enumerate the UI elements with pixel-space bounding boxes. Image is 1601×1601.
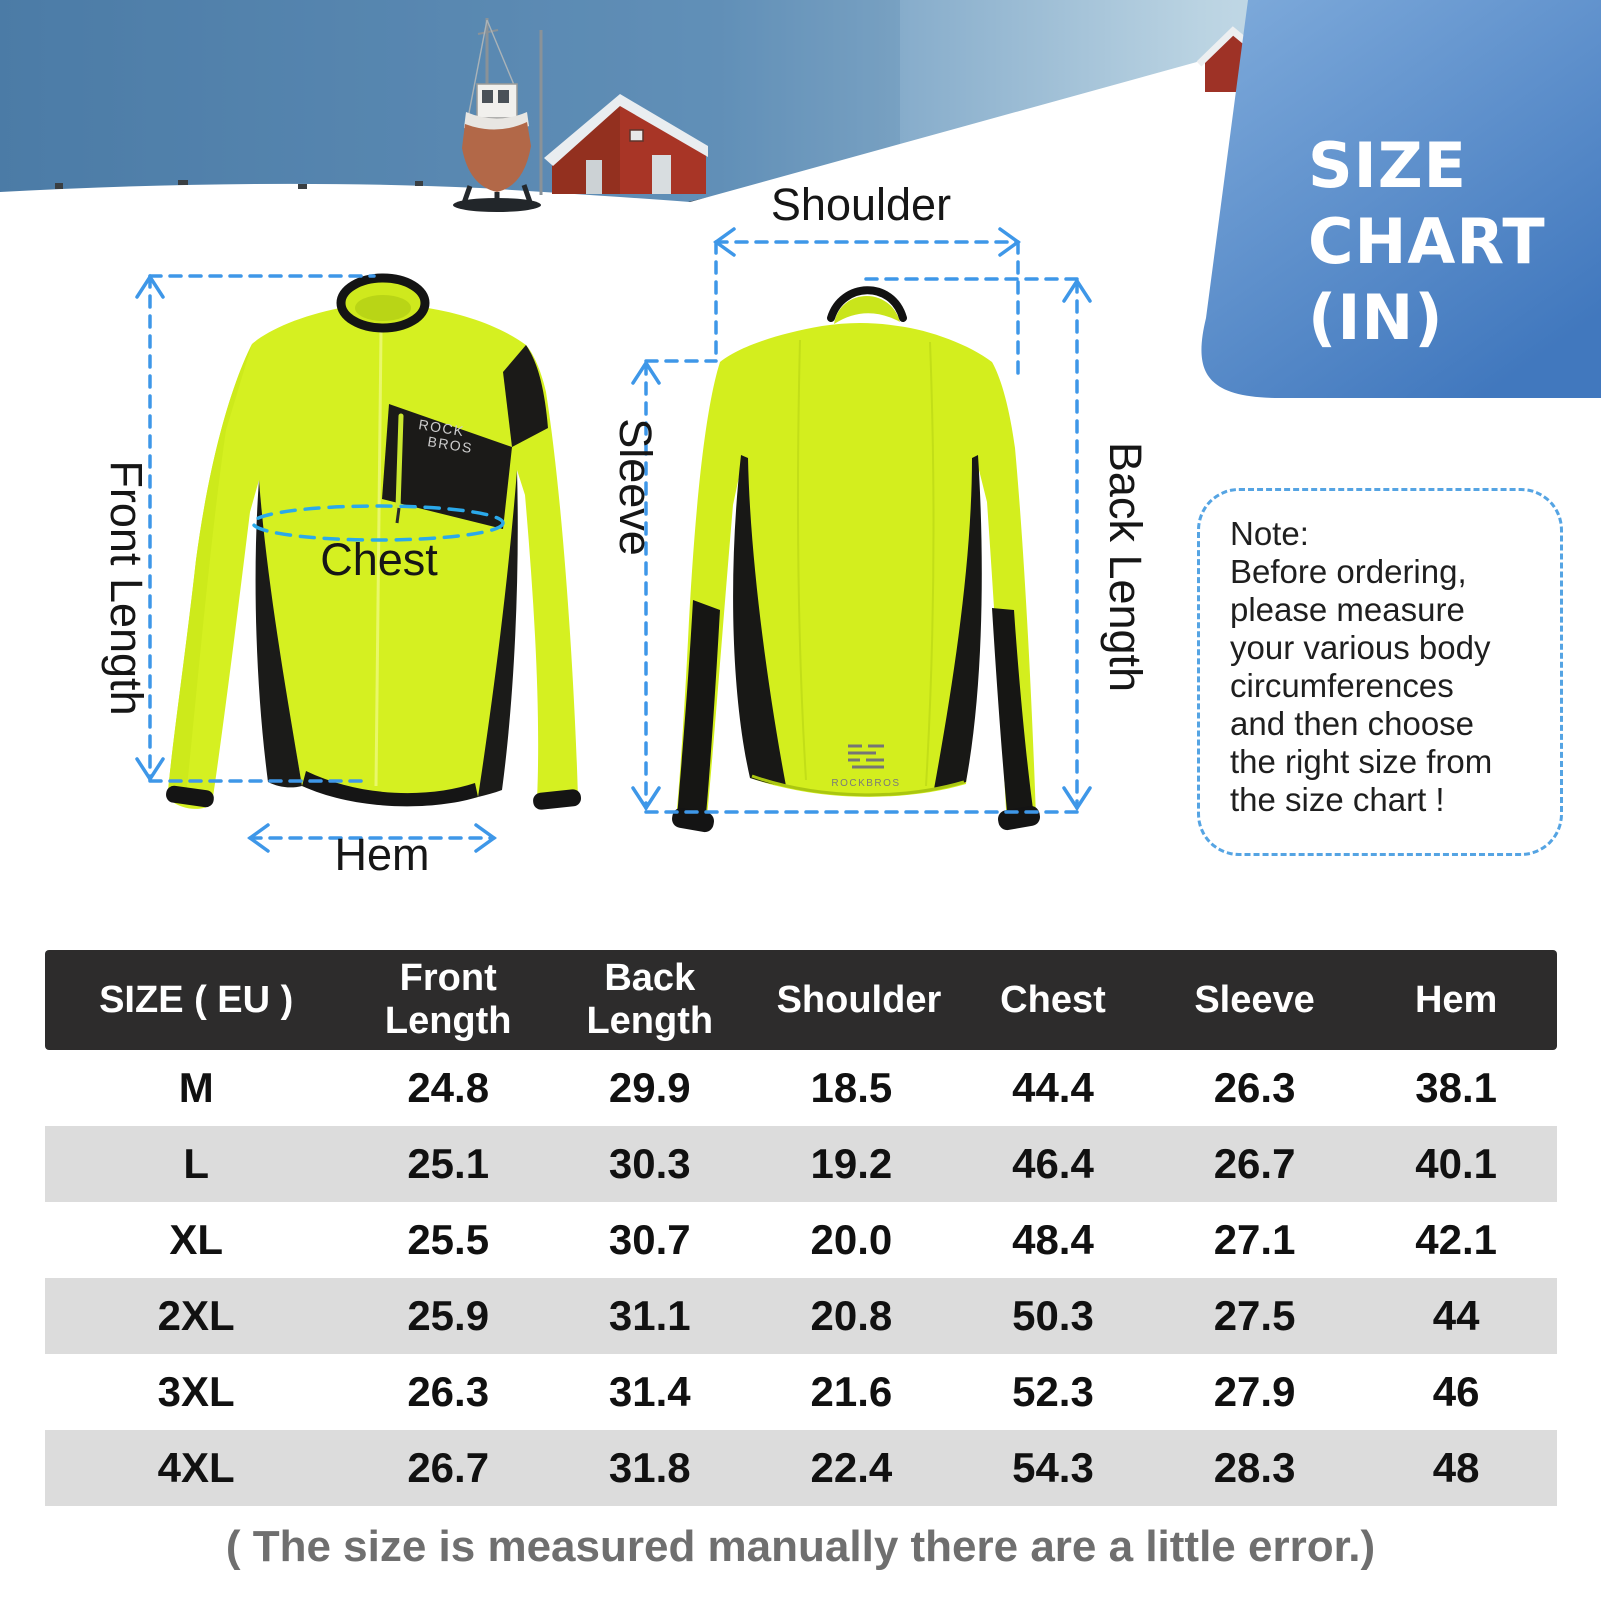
brand-logo-front-2: BROS xyxy=(427,433,475,456)
col-header-chest: Chest xyxy=(1000,978,1106,1021)
cell-value: 52.3 xyxy=(1012,1368,1094,1415)
front-measure-lines xyxy=(135,273,505,853)
page-title: SIZE CHART (IN) xyxy=(1308,128,1546,356)
cell-value: 26.3 xyxy=(407,1368,490,1415)
note-body: Before ordering, please measure your var… xyxy=(1230,553,1493,818)
title-line-2: CHART xyxy=(1308,205,1546,278)
cell-value: 50.3 xyxy=(1012,1292,1094,1339)
cell-value: 27.5 xyxy=(1213,1292,1296,1339)
front-length-label: Front Length xyxy=(101,460,152,715)
cell-value: 54.3 xyxy=(1012,1444,1094,1491)
brand-logo-back xyxy=(848,744,884,769)
cell-value: 28.3 xyxy=(1213,1444,1296,1491)
table-row-3xl: 3XL 26.3 31.4 21.6 52.3 27.9 46 xyxy=(45,1354,1557,1430)
cell-value: 25.9 xyxy=(407,1292,490,1339)
cell-value: 48 xyxy=(1432,1444,1480,1491)
table-row-4xl: 4XL 26.7 31.8 22.4 54.3 28.3 48 xyxy=(45,1430,1557,1506)
cell-value: 38.1 xyxy=(1415,1064,1498,1111)
cell-value: 31.4 xyxy=(608,1368,691,1415)
cell-size: L xyxy=(183,1140,210,1187)
jacket-back-illustration: ROCKBROS xyxy=(672,286,1040,833)
size-chart-badge xyxy=(1201,0,1601,398)
col-header-size: SIZE ( EU ) xyxy=(99,978,294,1021)
cell-value: 27.1 xyxy=(1213,1216,1296,1263)
red-barn xyxy=(544,94,708,194)
cell-value: 48.4 xyxy=(1012,1216,1094,1263)
cell-value: 44.4 xyxy=(1012,1064,1094,1111)
cell-value: 20.0 xyxy=(810,1216,893,1263)
cell-value: 22.4 xyxy=(810,1444,893,1491)
note-box: Note: Before ordering, please measure yo… xyxy=(1197,488,1563,856)
cell-value: 19.2 xyxy=(810,1140,893,1187)
col-header-shoulder: Shoulder xyxy=(776,978,942,1021)
chest-label: Chest xyxy=(320,534,438,585)
fishing-boat xyxy=(453,18,543,212)
cell-value: 40.1 xyxy=(1415,1140,1498,1187)
col-header-hem: Hem xyxy=(1414,978,1498,1021)
brand-logo-back-text: ROCKBROS xyxy=(831,778,900,789)
table-row-2xl: 2XL 25.9 31.1 20.8 50.3 27.5 44 xyxy=(45,1278,1557,1354)
cell-value: 21.6 xyxy=(810,1368,893,1415)
cell-value: 46 xyxy=(1432,1368,1480,1415)
col-header-sleeve: Sleeve xyxy=(1194,978,1315,1021)
col-header-front-length: Front Length xyxy=(384,957,512,1042)
back-measure-lines xyxy=(631,227,1092,814)
title-line-3: (IN) xyxy=(1308,281,1444,354)
cell-value: 31.8 xyxy=(608,1444,691,1491)
measurement-disclaimer: ( The size is measured manually there ar… xyxy=(225,1522,1376,1571)
cell-value: 30.3 xyxy=(608,1140,691,1187)
cell-size: 3XL xyxy=(157,1368,235,1415)
cell-size: XL xyxy=(169,1216,224,1263)
cell-value: 18.5 xyxy=(810,1064,893,1111)
cell-size: 2XL xyxy=(157,1292,235,1339)
cell-value: 30.7 xyxy=(608,1216,691,1263)
col-header-back-length: Back Length xyxy=(586,957,714,1042)
cell-value: 26.3 xyxy=(1213,1064,1296,1111)
hem-label: Hem xyxy=(334,829,429,880)
brand-logo-front: ROCK xyxy=(418,416,466,439)
size-table: SIZE ( EU ) Front Length Back Length Sho… xyxy=(45,950,1557,1506)
cell-value: 29.9 xyxy=(608,1064,691,1111)
cell-value: 24.8 xyxy=(407,1064,490,1111)
cell-value: 31.1 xyxy=(608,1292,691,1339)
size-table-header: SIZE ( EU ) Front Length Back Length Sho… xyxy=(45,950,1557,1050)
cell-value: 44 xyxy=(1432,1292,1480,1339)
cell-value: 25.5 xyxy=(407,1216,490,1263)
cell-size: 4XL xyxy=(157,1444,235,1491)
cell-value: 42.1 xyxy=(1415,1216,1498,1263)
cell-value: 27.9 xyxy=(1213,1368,1296,1415)
cell-value: 46.4 xyxy=(1012,1140,1094,1187)
cell-value: 26.7 xyxy=(407,1444,490,1491)
table-row-m: M 24.8 29.9 18.5 44.4 26.3 38.1 xyxy=(45,1050,1557,1126)
cell-value: 20.8 xyxy=(810,1292,893,1339)
title-line-1: SIZE xyxy=(1308,129,1468,202)
cell-value: 26.7 xyxy=(1213,1140,1296,1187)
back-length-label: Back Length xyxy=(1100,442,1151,692)
table-row-xl: XL 25.5 30.7 20.0 48.4 27.1 42.1 xyxy=(45,1202,1557,1278)
sleeve-label: Sleeve xyxy=(610,418,661,556)
shoulder-label: Shoulder xyxy=(771,179,951,230)
note-heading: Note: xyxy=(1230,515,1309,552)
table-row-l: L 25.1 30.3 19.2 46.4 26.7 40.1 xyxy=(45,1126,1557,1202)
cell-value: 25.1 xyxy=(407,1140,490,1187)
jacket-front-illustration: ROCK BROS xyxy=(166,273,582,810)
cell-size: M xyxy=(178,1064,214,1111)
